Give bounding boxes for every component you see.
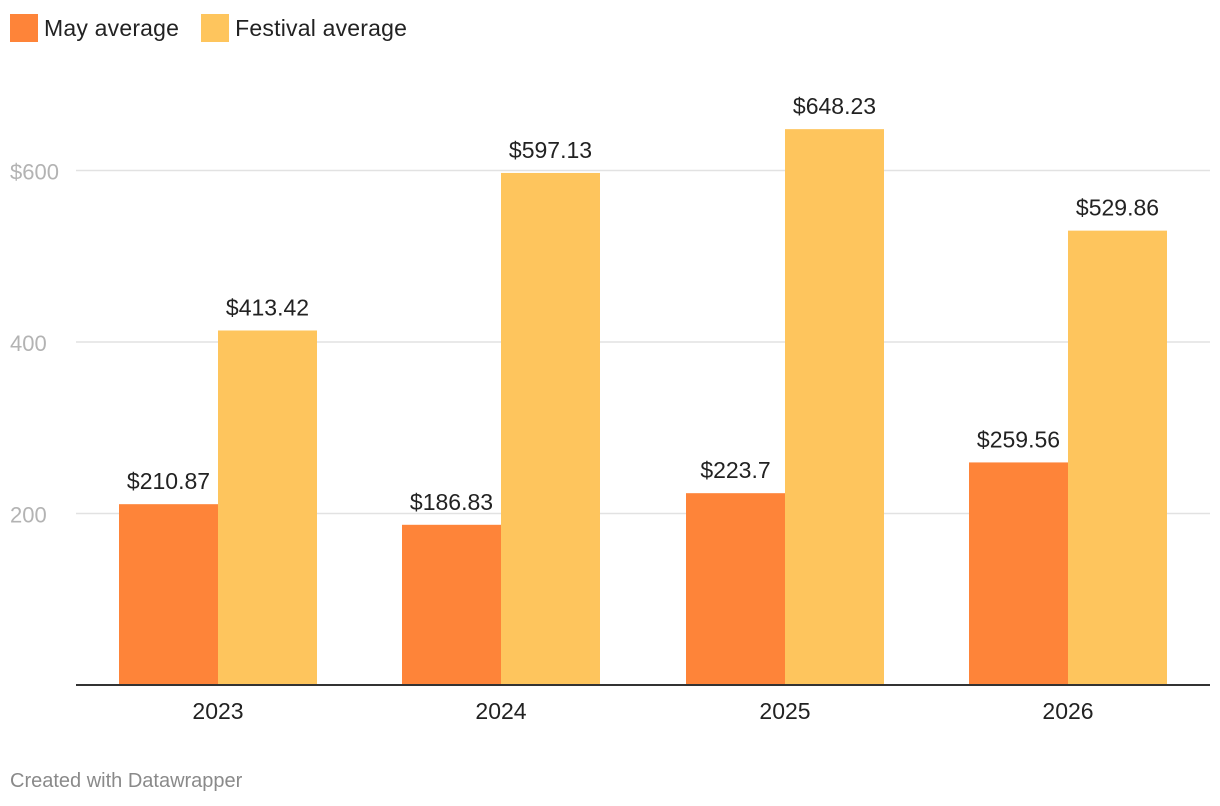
y-tick-label-400: 400 — [10, 331, 47, 356]
credit-text: Created with Datawrapper — [10, 770, 243, 792]
x-tick-label-2024: 2024 — [475, 698, 526, 724]
data-label-may-2023: $210.87 — [127, 468, 210, 494]
x-tick-label-2025: 2025 — [759, 698, 810, 724]
legend-item-may-average: May average — [10, 14, 179, 42]
data-label-festival-2024: $597.13 — [509, 137, 592, 163]
data-label-festival-2023: $413.42 — [226, 294, 309, 320]
bar-festival-2025 — [785, 129, 884, 686]
bar-festival-2023 — [218, 330, 317, 685]
legend-label-may-average: May average — [44, 14, 180, 41]
data-label-may-2026: $259.56 — [977, 426, 1060, 452]
bar-may-2023 — [119, 504, 218, 685]
bar-may-2026 — [969, 462, 1068, 685]
bar-may-2025 — [686, 493, 785, 685]
bar-may-2024 — [402, 524, 501, 685]
y-tick-label-200: 200 — [10, 503, 47, 528]
bar-festival-2024 — [501, 172, 600, 685]
data-label-festival-2025: $648.23 — [793, 93, 876, 119]
legend-label-festival-average: Festival average — [235, 14, 408, 41]
bar-festival-2026 — [1068, 230, 1167, 685]
chart-legend: May average Festival average — [10, 14, 429, 42]
data-label-may-2025: $223.7 — [700, 457, 770, 483]
y-tick-label-600: $600 — [10, 160, 59, 185]
x-tick-label-2026: 2026 — [1042, 698, 1093, 724]
x-tick-label-2023: 2023 — [192, 698, 243, 724]
data-label-may-2024: $186.83 — [410, 489, 493, 515]
legend-item-festival-average: Festival average — [201, 14, 407, 42]
legend-swatch-festival-average — [201, 14, 230, 42]
data-label-festival-2026: $529.86 — [1076, 195, 1159, 221]
legend-swatch-may-average — [10, 14, 38, 42]
